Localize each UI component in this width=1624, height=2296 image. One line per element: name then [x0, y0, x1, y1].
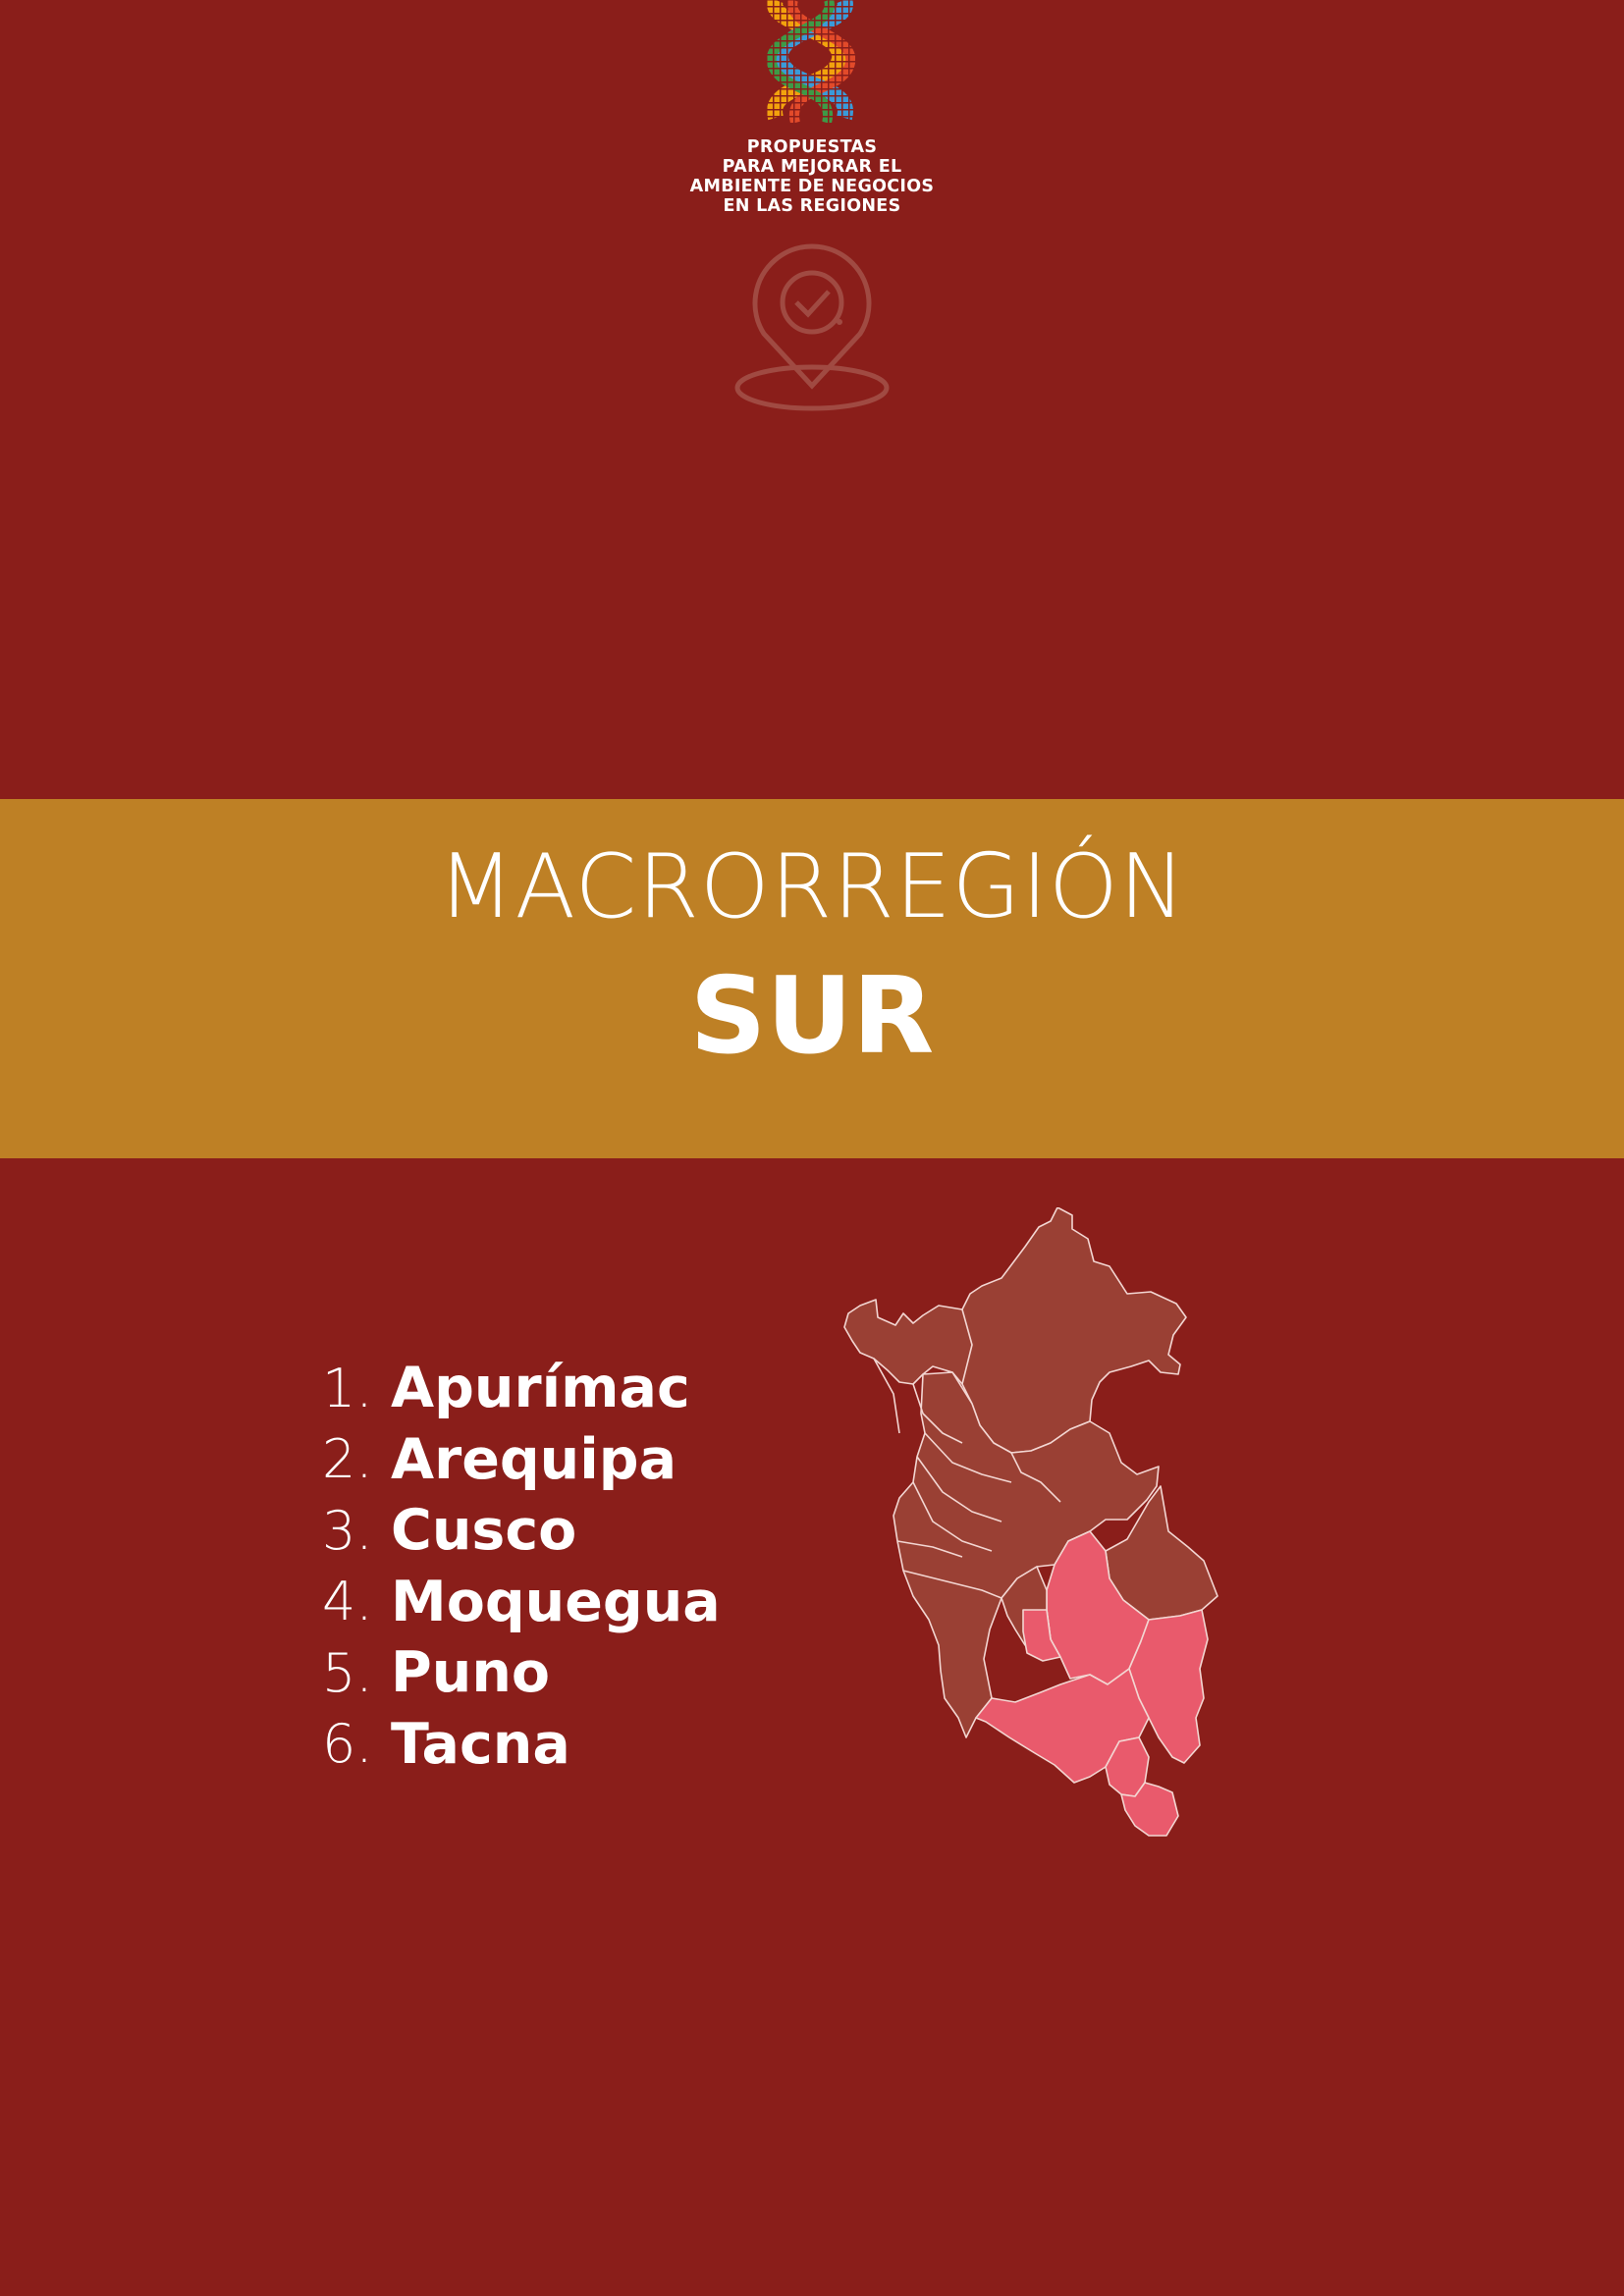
list-number: 3. [322, 1499, 373, 1562]
header: PROPUESTAS PARA MEJORAR EL AMBIENTE DE N… [0, 0, 1624, 422]
peru-map-svg [843, 1206, 1218, 1837]
region-name: Moquegua [391, 1569, 721, 1634]
logo-line: PARA MEJORAR EL [722, 157, 902, 177]
region-name: Tacna [391, 1711, 570, 1777]
list-number: 2. [322, 1428, 373, 1491]
list-item: 1. Apurímac [322, 1353, 833, 1424]
list-item: 4. Moquegua [322, 1567, 833, 1638]
peru-map [815, 1206, 1326, 1934]
list-number: 5. [322, 1641, 373, 1704]
map-border [873, 1308, 1061, 1599]
map-region-tacna [1120, 1782, 1179, 1837]
region-name: Apurímac [391, 1356, 690, 1421]
list-item: 6. Tacna [322, 1709, 833, 1781]
list-number: 1. [322, 1357, 373, 1419]
location-pin-check-icon [734, 243, 890, 412]
list-item: 5. Puno [322, 1637, 833, 1709]
title-band [0, 799, 1624, 1158]
band-title: MACRORREGIÓN [437, 835, 1187, 938]
list-item: 3. Cusco [322, 1495, 833, 1567]
region-name: Cusco [391, 1498, 577, 1564]
band-subtitle: SUR [689, 955, 935, 1078]
region-name: Arequipa [391, 1426, 677, 1492]
list-number: 6. [322, 1713, 373, 1776]
region-name: Puno [391, 1640, 551, 1706]
region-list: 1. Apurímac 2. Arequipa 3. Cusco 4. Moqu… [322, 1353, 833, 1780]
braided-logo-icon [746, 0, 878, 128]
list-number: 4. [322, 1571, 373, 1633]
logo-line: AMBIENTE DE NEGOCIOS [689, 177, 935, 196]
list-item: 2. Arequipa [322, 1424, 833, 1496]
logo-line: PROPUESTAS [746, 137, 878, 157]
map-region-apurimac-highlight [1022, 1609, 1061, 1662]
map-region-north [843, 1206, 1187, 1454]
logo-line: EN LAS REGIONES [723, 196, 901, 216]
logo-text: PROPUESTAS PARA MEJORAR EL AMBIENTE DE N… [567, 137, 1057, 216]
